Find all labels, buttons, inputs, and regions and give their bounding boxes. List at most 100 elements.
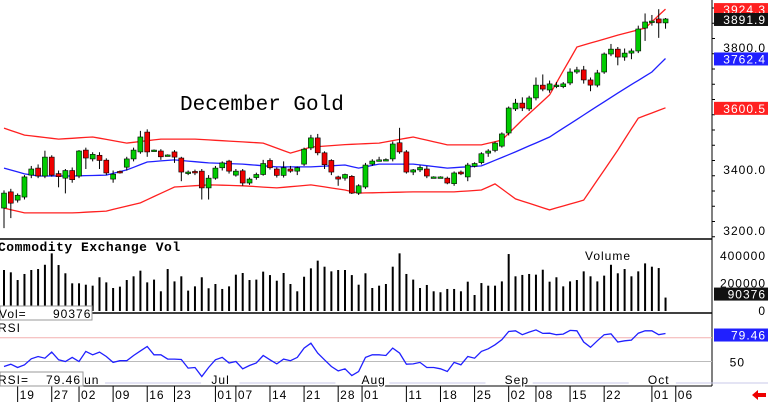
candle-body: [458, 171, 464, 175]
candle-body: [519, 102, 526, 109]
candle-body: [260, 163, 266, 175]
candle: [662, 18, 669, 29]
candle-body: [48, 156, 55, 176]
month-label: Aug: [361, 373, 385, 387]
candle-body: [560, 83, 567, 87]
volume-tick-label: 400000: [720, 249, 766, 263]
candle-body: [301, 148, 307, 165]
candle-body: [376, 159, 382, 162]
candle: [328, 159, 335, 176]
date-tick-label: 22: [606, 388, 621, 402]
volume-readout-label: Vol=: [0, 307, 27, 321]
candle-body: [512, 102, 519, 110]
candle-body: [601, 53, 607, 73]
candle: [226, 159, 232, 174]
candle: [458, 170, 464, 176]
candle-body: [362, 164, 369, 188]
axes: 3800.03400.03200.03924.33891.93762.43600…: [17, 3, 768, 402]
candle-body: [35, 167, 41, 177]
candle: [430, 176, 437, 179]
candle: [35, 164, 41, 179]
candle: [410, 169, 417, 176]
candle: [594, 69, 601, 88]
candle: [437, 176, 444, 179]
candle: [314, 133, 321, 156]
candle: [267, 158, 273, 170]
candle: [526, 95, 532, 112]
candle: [444, 176, 451, 185]
candle-body: [314, 137, 321, 154]
candle: [417, 165, 423, 173]
candle: [273, 167, 280, 178]
rsi-readout-label: RSI=: [0, 373, 29, 387]
scroll-arrow-icon[interactable]: [752, 390, 766, 400]
candle: [48, 155, 55, 177]
candle: [499, 132, 505, 148]
candle: [55, 170, 62, 188]
price-tick-label: 3400.0: [723, 163, 766, 177]
candle: [198, 169, 205, 200]
candle-body: [553, 84, 560, 87]
candle: [519, 97, 526, 112]
candle: [287, 165, 294, 173]
candle-body: [614, 48, 621, 58]
candle: [342, 173, 348, 181]
candle: [164, 154, 171, 157]
candle-body: [430, 176, 437, 179]
candle-body: [96, 154, 103, 161]
price-last-label: 3891.9: [723, 13, 766, 27]
candle: [383, 158, 389, 162]
candle-body: [642, 21, 648, 29]
candle-body: [349, 176, 355, 194]
candle: [546, 80, 553, 93]
candle-body: [76, 150, 82, 177]
candle: [649, 14, 655, 26]
candle: [42, 150, 48, 179]
candle-body: [62, 170, 69, 179]
volume-bars: [3, 253, 667, 311]
candle-body: [158, 150, 164, 158]
candle: [212, 165, 219, 180]
candle-body: [219, 162, 226, 169]
candle-body: [342, 174, 348, 179]
price-last-label-bg: [714, 12, 768, 26]
date-tick-label: 08: [538, 388, 553, 402]
rsi-last-label: 79.46: [731, 329, 766, 343]
candle: [621, 48, 628, 61]
candle-body: [144, 131, 151, 153]
candle: [533, 77, 539, 101]
candle: [567, 68, 573, 86]
candle-body: [253, 174, 260, 178]
candle: [424, 165, 430, 179]
rsi-readout-value: 79.46: [46, 373, 81, 387]
candle: [471, 162, 478, 168]
candle: [110, 170, 116, 183]
candle: [117, 170, 123, 174]
candle: [601, 52, 607, 74]
candle: [144, 129, 151, 157]
candle: [478, 152, 485, 165]
candle-body: [110, 173, 116, 180]
candle: [280, 161, 287, 178]
date-tick-label: 09: [115, 388, 130, 402]
date-tick-label: 28: [340, 388, 355, 402]
candle-body: [580, 69, 587, 81]
candle-body: [294, 167, 301, 172]
volume-readout: Vol= 90376: [0, 305, 93, 321]
candle-body: [444, 177, 451, 184]
candle: [376, 156, 382, 162]
candle: [492, 141, 498, 153]
price-last-label: 3600.5: [723, 102, 766, 116]
candle-body: [403, 151, 410, 173]
volume-last-label-bg: [714, 287, 768, 301]
candle-body: [280, 167, 287, 176]
candle: [123, 156, 130, 171]
candle: [580, 65, 587, 84]
rsi-line-group: [3, 329, 666, 378]
date-tick-label: 14: [272, 388, 287, 402]
volume-panel-title: Commodity Exchange Vol: [0, 240, 181, 255]
candle-body: [28, 168, 35, 176]
candle-body: [410, 169, 417, 173]
date-tick-label: 01: [217, 388, 232, 402]
candle: [464, 162, 471, 182]
